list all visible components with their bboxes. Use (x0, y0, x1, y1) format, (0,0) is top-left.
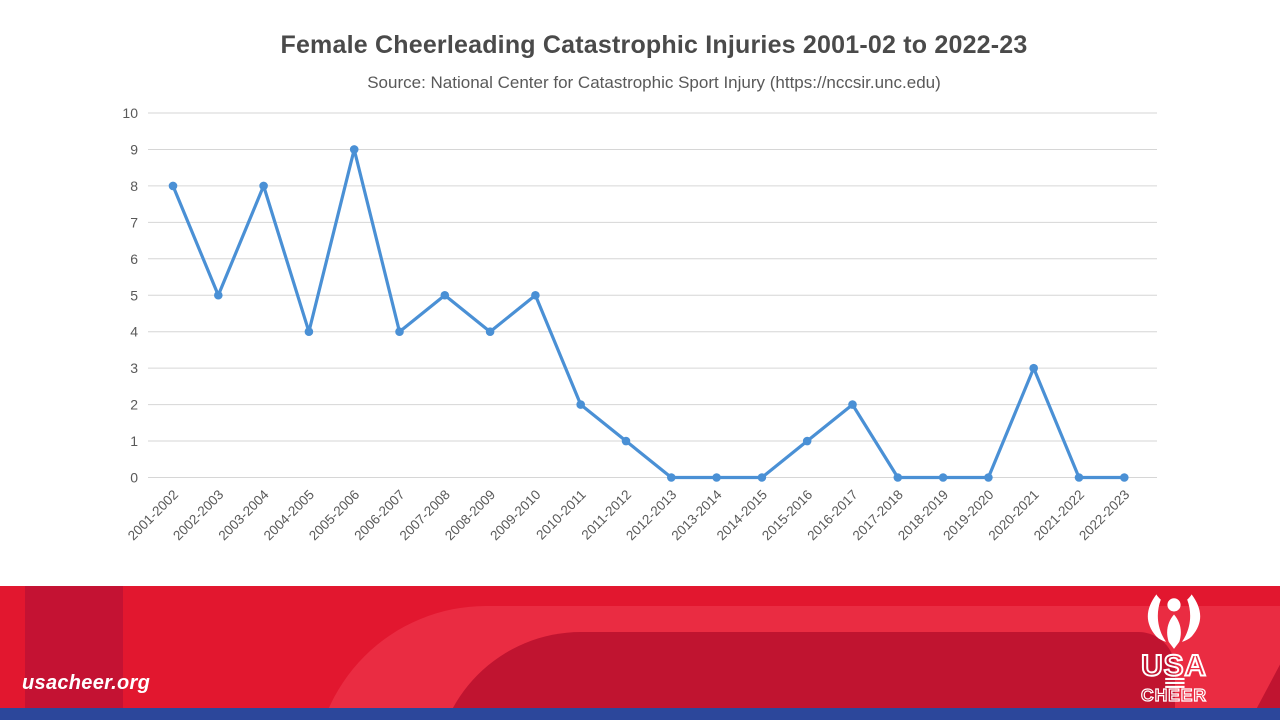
data-point (1029, 363, 1038, 373)
data-point (259, 181, 268, 191)
page-title: Female Cheerleading Catastrophic Injurie… (280, 31, 1028, 59)
y-tick-label: 3 (130, 360, 138, 376)
y-tick-label: 5 (130, 287, 138, 303)
data-point (984, 473, 993, 482)
usa-cheer-logo: USA CHEER (1140, 594, 1207, 705)
data-point (214, 290, 223, 300)
logo-usa-text: USA (1141, 649, 1207, 682)
data-point (757, 473, 767, 482)
data-point (938, 473, 948, 482)
data-point (802, 436, 812, 446)
data-point (349, 145, 359, 154)
y-tick-label: 4 (130, 324, 138, 340)
y-tick-label: 6 (130, 251, 138, 267)
data-point (667, 473, 676, 482)
data-point (304, 327, 314, 336)
data-point (440, 290, 450, 300)
logo-cheer-text: CHEER (1141, 685, 1207, 705)
y-tick-label: 8 (130, 178, 138, 194)
data-point (893, 473, 903, 482)
logo-stripes-icon (1165, 677, 1185, 688)
y-tick-label: 7 (130, 214, 138, 230)
y-tick-label: 0 (130, 470, 138, 486)
y-tick-label: 9 (130, 141, 138, 157)
data-line (171, 147, 1126, 480)
data-point (395, 327, 404, 336)
y-tick-label: 1 (130, 433, 138, 449)
cheerleader-figure-icon (1147, 594, 1201, 649)
data-point (168, 181, 178, 191)
data-point (848, 400, 857, 409)
usacheer-url: usacheer.org (22, 672, 151, 694)
data-point (621, 436, 631, 446)
line-chart: 0123456789102001-20022002-20032003-20042… (122, 105, 1157, 543)
y-tick-label: 2 (130, 397, 138, 413)
footer-banner: USA CHEER usacheer.org (0, 586, 1280, 708)
data-point (712, 473, 721, 482)
data-point (1074, 473, 1084, 482)
bottom-blue-bar (0, 708, 1280, 720)
banner-stripe-shape (25, 586, 123, 708)
data-point (1120, 473, 1129, 482)
data-point (576, 400, 585, 409)
data-point (485, 327, 495, 336)
data-point (531, 290, 540, 300)
y-tick-label: 10 (122, 105, 138, 121)
chart-source-subtitle: Source: National Center for Catastrophic… (367, 73, 941, 92)
banner-swoosh-dark-shape (435, 632, 1175, 708)
